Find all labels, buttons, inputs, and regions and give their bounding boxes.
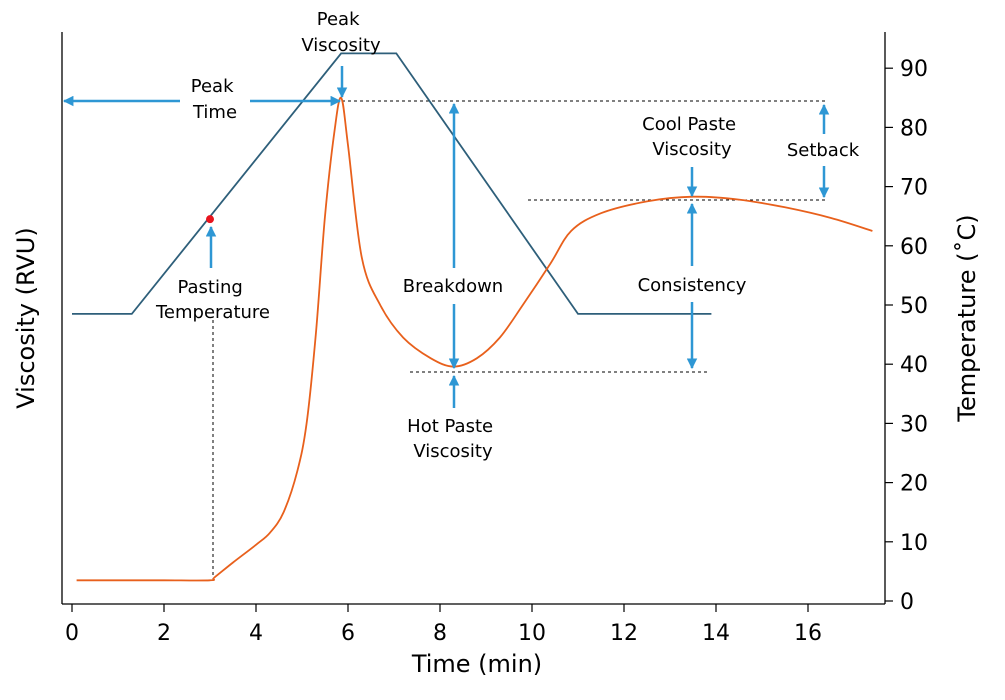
temperature-profile-line [72,52,712,315]
y-right-tick-label: 30 [900,412,928,437]
y-right-tick-label: 70 [900,176,928,201]
consistency-label: Consistency [638,275,747,296]
annotation-labels: Peak Viscosity Peak Time Pasting Tempera… [155,9,860,462]
x-tick-label: 6 [341,621,355,646]
x-axis-title: Time (min) [411,650,542,678]
y-right-tick-label: 40 [900,353,928,378]
pasting-temperature-point [206,215,214,224]
x-tick-label: 8 [433,621,447,646]
y-right-tick-label: 0 [900,590,914,615]
peak-time-label: Peak Time [191,76,239,123]
setback-label: Setback [787,140,860,161]
reference-lines [212,100,826,582]
y-right-tick-label: 80 [900,116,928,141]
hot-paste-viscosity-label: Hot Paste Viscosity [407,416,499,462]
right-axis-title: Temperature (˚C) [953,214,981,422]
viscosity-curve-line [76,96,873,582]
y-right-tick-label: 10 [900,531,928,556]
y-right-tick-label: 60 [900,235,928,260]
y-right-tick-label: 90 [900,57,928,82]
x-tick-label: 4 [249,621,263,646]
cool-paste-viscosity-label: Cool Paste Viscosity [642,114,742,160]
annotation-arrows [62,66,830,408]
y-right-tick-label: 50 [900,294,928,319]
x-tick-label: 12 [610,621,638,646]
breakdown-label: Breakdown [403,276,503,297]
x-tick-label: 0 [65,621,79,646]
x-tick-label: 16 [794,621,822,646]
x-axis-ticks: 0 2 4 6 8 10 12 14 16 [65,604,822,646]
peak-viscosity-label: Peak Viscosity [301,9,381,56]
pasting-temperature-label: Pasting Temperature [155,277,270,323]
x-tick-label: 14 [702,621,730,646]
y-right-tick-label: 20 [900,472,928,497]
x-tick-label: 2 [157,621,171,646]
right-axis-ticks: 0 10 20 30 40 50 60 70 80 90 [885,57,928,615]
x-tick-label: 10 [518,621,546,646]
left-axis-title: Viscosity (RVU) [12,227,40,408]
